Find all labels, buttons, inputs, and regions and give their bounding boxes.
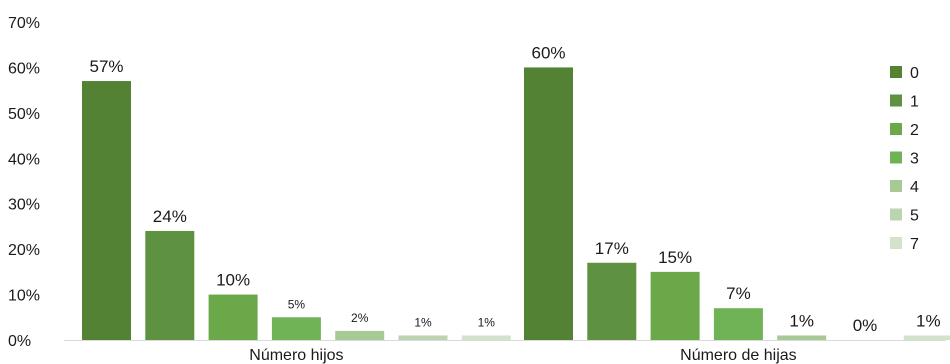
legend-swatch [890, 94, 902, 107]
legend-swatch [890, 151, 902, 164]
legend-swatch [890, 66, 902, 78]
data-label: 2% [351, 311, 369, 325]
data-label: 57% [89, 57, 123, 76]
legend-label: 4 [910, 179, 919, 196]
bar-series-7 [903, 335, 950, 340]
y-tick-label: 10% [8, 288, 40, 305]
legend-swatch [890, 123, 902, 135]
bar-series-0 [524, 67, 573, 340]
y-tick-label: 30% [8, 197, 40, 214]
legend-swatch [890, 237, 902, 249]
data-label: 1% [414, 315, 432, 329]
data-label: 1% [478, 315, 496, 329]
bar-series-0 [82, 81, 131, 341]
data-label: 7% [726, 284, 751, 303]
y-tick-label: 0% [8, 333, 31, 350]
bar-series-5 [398, 335, 448, 340]
legend-label: 5 [910, 208, 919, 225]
data-label: 1% [916, 311, 941, 330]
data-label: 1% [789, 311, 814, 330]
bar-series-2 [208, 294, 258, 340]
bar-series-1 [145, 230, 195, 340]
y-tick-label: 60% [8, 60, 40, 77]
bar-series-7 [461, 335, 511, 340]
data-label: 15% [658, 248, 692, 267]
bar-series-2 [650, 271, 700, 340]
bar-series-3 [713, 308, 763, 340]
legend-swatch [890, 208, 902, 221]
legend-label: 0 [910, 65, 919, 82]
data-label: 10% [216, 271, 250, 290]
legend-label: 1 [910, 94, 919, 111]
bar-series-4 [777, 335, 827, 340]
legend-swatch [890, 180, 902, 192]
bar-series-4 [335, 330, 385, 340]
data-label: 24% [153, 207, 187, 226]
legend-label: 3 [910, 151, 919, 168]
legend-label: 7 [910, 236, 919, 253]
y-tick-label: 40% [8, 151, 40, 168]
x-category-label: Número hijos [249, 347, 343, 364]
y-tick-label: 50% [8, 106, 40, 123]
x-category-label: Número de hijas [680, 347, 797, 364]
y-tick-label: 20% [8, 242, 40, 259]
data-label: 0% [853, 316, 878, 335]
legend-label: 2 [910, 122, 919, 139]
bar-series-1 [587, 262, 637, 340]
y-tick-label: 70% [8, 15, 40, 32]
data-label: 5% [288, 297, 306, 311]
data-label: 60% [531, 43, 565, 62]
data-label: 17% [595, 239, 629, 258]
bar-series-3 [271, 317, 321, 340]
